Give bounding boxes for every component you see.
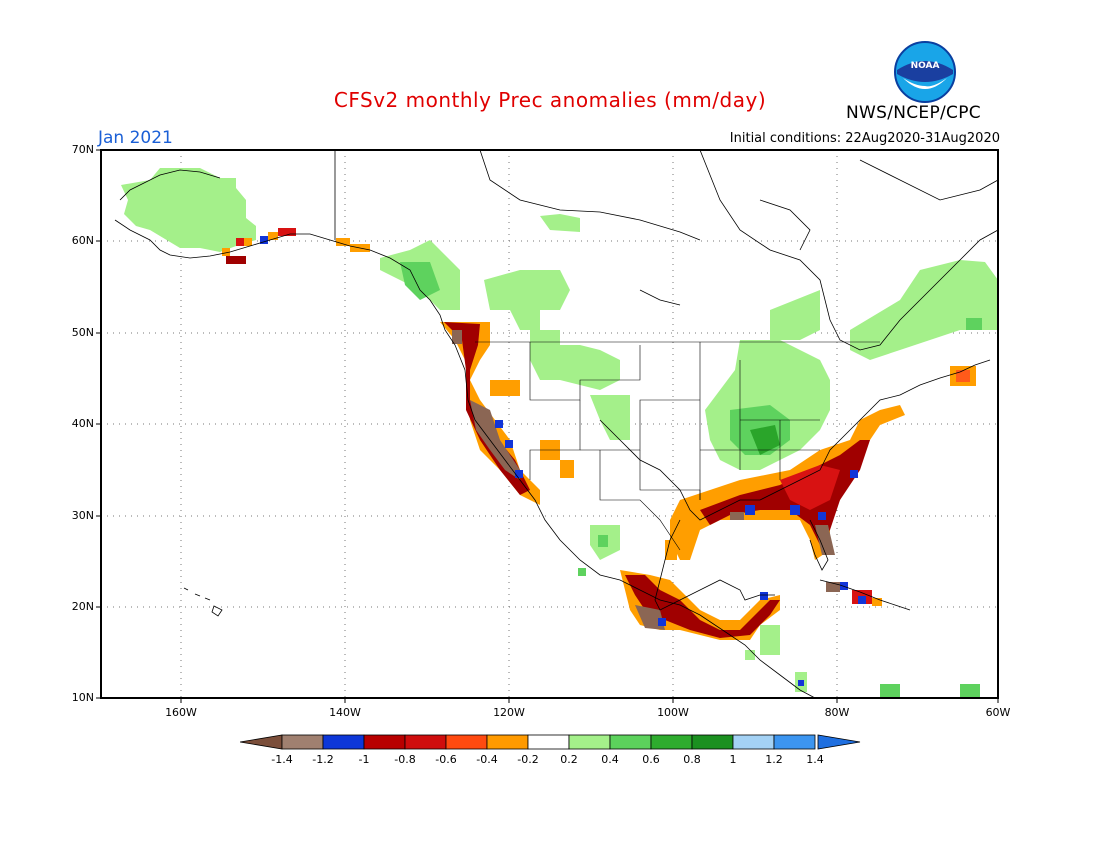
colorbar-swatch xyxy=(281,734,324,750)
colorbar-label: -0.8 xyxy=(394,753,416,766)
anomaly-pixel xyxy=(798,680,804,686)
anomaly-pixel xyxy=(956,370,970,382)
chart-title: CFSv2 monthly Prec anomalies (mm/day) xyxy=(333,88,767,112)
borders xyxy=(475,341,880,551)
anomaly-pixel xyxy=(226,256,246,264)
colorbar-label: 1 xyxy=(729,753,737,766)
colorbar-label: 1.2 xyxy=(765,753,783,766)
anomaly-pixel xyxy=(260,236,268,244)
colorbar-low-arrow xyxy=(240,734,283,750)
colorbar-swatch xyxy=(609,734,652,750)
forecast-month: Jan 2021 xyxy=(98,128,173,148)
anomaly-pixel xyxy=(872,598,882,606)
colorbar-label: -1 xyxy=(358,753,370,766)
anomaly-quebec-green xyxy=(850,260,998,360)
colorbar-swatch xyxy=(486,734,529,750)
colorbar-label: 0.8 xyxy=(683,753,701,766)
colorbar-swatch xyxy=(568,734,611,750)
anomaly-arctic-green xyxy=(540,214,580,232)
anomaly-pixel xyxy=(236,238,244,246)
colorbar-swatch xyxy=(650,734,693,750)
anomaly-pixel xyxy=(960,684,980,698)
colorbar-label: -0.2 xyxy=(517,753,539,766)
anomaly-ohio-green-dark xyxy=(750,425,780,455)
colorbar-high-arrow xyxy=(817,734,861,750)
lon-label: 120W xyxy=(493,706,525,719)
lon-label: 60W xyxy=(985,706,1011,719)
colorbar-swatch xyxy=(527,734,570,750)
axis-ticks xyxy=(96,149,999,703)
colorbar-swatch xyxy=(404,734,447,750)
colorbar-label: -1.4 xyxy=(271,753,293,766)
lat-label: 60N xyxy=(71,234,94,247)
anomaly-mexico xyxy=(578,525,780,660)
agency-label: NWS/NCEP/CPC xyxy=(846,103,981,123)
anomaly-pixel xyxy=(268,232,278,240)
colorbar-swatch xyxy=(322,734,365,750)
lon-label: 100W xyxy=(657,706,689,719)
lat-label: 10N xyxy=(71,691,94,704)
colorbar xyxy=(240,734,861,750)
logo-text: NOAA xyxy=(911,61,940,71)
lat-label: 20N xyxy=(71,600,94,613)
anomaly-montana-green xyxy=(530,330,620,390)
colorbar-swatch xyxy=(363,734,406,750)
anomaly-pixel xyxy=(826,582,840,592)
colorbar-label: 0.6 xyxy=(642,753,660,766)
hawaii-coastline xyxy=(183,587,223,617)
anomaly-pixel xyxy=(278,228,296,236)
initial-conditions: Initial conditions: 22Aug2020-31Aug2020 xyxy=(729,131,1000,146)
anomaly-colorado-green xyxy=(590,395,630,440)
lat-label: 30N xyxy=(71,509,94,522)
map-area xyxy=(101,150,998,698)
anomaly-pixel xyxy=(858,596,866,604)
colorbar-label: 1.4 xyxy=(806,753,824,766)
anomaly-prairie-green xyxy=(484,270,570,330)
colorbar-swatch xyxy=(773,734,816,750)
anomaly-alaska-green xyxy=(121,168,256,252)
colorbar-swatch xyxy=(732,734,775,750)
colorbar-swatch xyxy=(691,734,734,750)
anomaly-pixel xyxy=(880,684,900,698)
lat-label: 40N xyxy=(71,417,94,430)
colorbar-label: -1.2 xyxy=(312,753,334,766)
lon-label: 80W xyxy=(824,706,850,719)
anomaly-pixel xyxy=(222,248,230,256)
lon-label: 160W xyxy=(165,706,197,719)
colorbar-label: 0.4 xyxy=(601,753,619,766)
noaa-logo: NOAA xyxy=(894,41,956,103)
anomaly-pixel xyxy=(966,318,982,330)
colorbar-label: -0.4 xyxy=(476,753,498,766)
lat-label: 70N xyxy=(71,143,94,156)
lat-label: 50N xyxy=(71,326,94,339)
colorbar-label: -0.6 xyxy=(435,753,457,766)
anomaly-bc-green-dark xyxy=(400,262,440,300)
colorbar-label: 0.2 xyxy=(560,753,578,766)
anomaly-ontario-green xyxy=(770,290,820,340)
anomaly-pixel xyxy=(244,238,252,246)
anomaly-southeast xyxy=(670,405,905,560)
lon-label: 140W xyxy=(329,706,361,719)
colorbar-swatch xyxy=(445,734,488,750)
anomaly-west-coast xyxy=(440,322,574,505)
anomaly-pixel xyxy=(336,238,350,246)
